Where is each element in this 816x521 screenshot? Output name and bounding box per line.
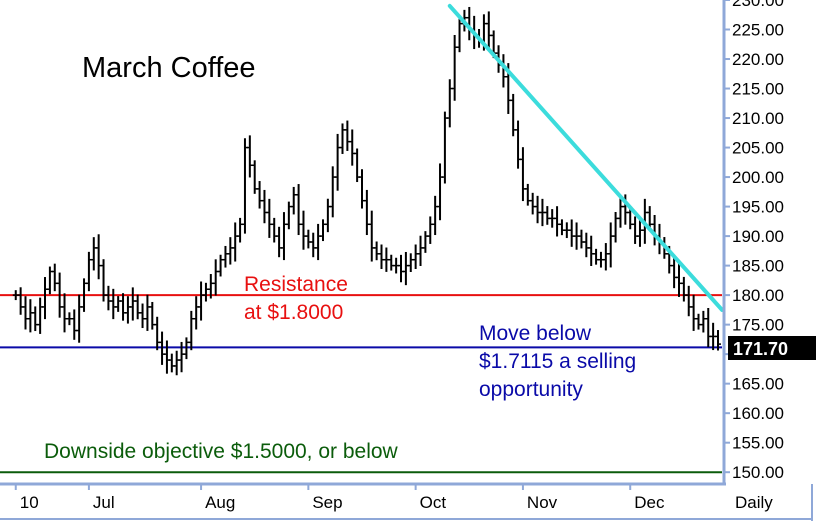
x-tick-label: 10: [20, 493, 39, 512]
resistance-annotation-line1: Resistance: [244, 273, 348, 296]
x-tick-label: Aug: [205, 493, 235, 512]
y-tick-label: 200.00: [732, 168, 784, 187]
y-tick-label: 205.00: [732, 139, 784, 158]
x-tick-label: Oct: [420, 493, 447, 512]
price-bars: [12, 6, 721, 376]
price-bar: [715, 330, 721, 351]
y-tick-label: 185.00: [732, 257, 784, 276]
y-tick-label: 190.00: [732, 227, 784, 246]
x-axis-ticks: 10 Jul Aug Sep Oct Nov Dec: [14, 484, 665, 512]
trendline: [447, 3, 724, 312]
y-tick-label: 175.00: [732, 316, 784, 335]
y-axis-ticks: 150.00155.00160.00165.00170.00175.00180.…: [724, 0, 784, 482]
frequency-label: Daily: [735, 493, 773, 512]
y-tick-label: 220.00: [732, 50, 784, 69]
y-tick-label: 215.00: [732, 80, 784, 99]
selling-annotation-line3: opportunity: [479, 378, 583, 401]
x-tick-label: Nov: [527, 493, 558, 512]
y-tick-label: 165.00: [732, 375, 784, 394]
x-tick-label: Sep: [312, 493, 342, 512]
y-tick-label: 225.00: [732, 21, 784, 40]
chart-title: March Coffee: [82, 52, 256, 84]
x-tick-label: Dec: [634, 493, 665, 512]
y-tick-label: 210.00: [732, 109, 784, 128]
y-tick-label: 155.00: [732, 434, 784, 453]
selling-annotation-line1: Move below: [479, 322, 592, 345]
horizontal-lines: [0, 294, 722, 474]
last-price-tag: [728, 336, 816, 360]
objective-annotation: Downside objective $1.5000, or below: [44, 440, 399, 463]
selling-annotation-line2: $1.7115 a selling: [479, 350, 636, 373]
last-price-label: 171.70: [733, 339, 788, 359]
y-tick-label: 195.00: [732, 198, 784, 217]
y-tick-label: 230.00: [732, 0, 784, 10]
x-tick-label: Jul: [93, 493, 115, 512]
y-tick-label: 150.00: [732, 463, 784, 482]
resistance-annotation-line2: at $1.8000: [244, 301, 343, 324]
y-tick-label: 160.00: [732, 404, 784, 423]
y-tick-label: 180.00: [732, 286, 784, 305]
